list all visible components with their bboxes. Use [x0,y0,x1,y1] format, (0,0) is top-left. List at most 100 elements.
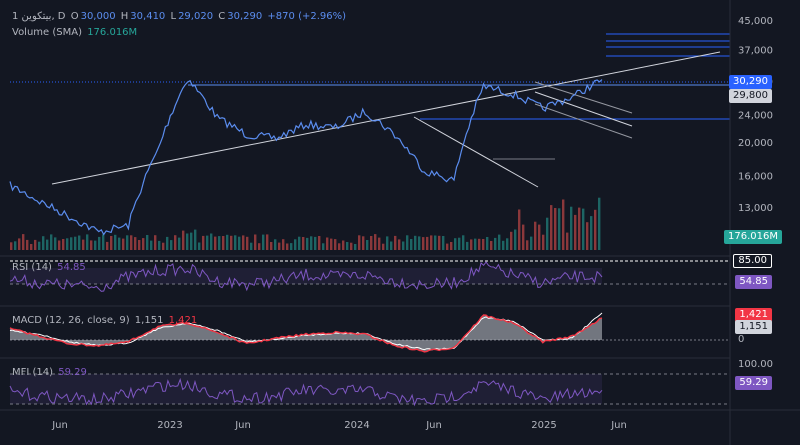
volume-bar [186,233,189,250]
volume-bar [438,235,441,250]
price-axis[interactable]: 45,00037,00030,00024,00020,00016,00013,0… [738,16,773,214]
channel-top [534,81,633,114]
volume-bar [526,240,529,250]
signal-value: 1,421 [168,315,198,326]
volume-legend[interactable]: Volume (SMA) 176.016M [12,27,139,38]
price-tick-5: 16,000 [738,172,773,183]
volume-bar [182,230,185,250]
volume-bar [414,235,417,250]
volume-bar [542,234,545,250]
macd-zero-label: 0 [738,334,745,345]
long-trendline [51,51,721,185]
volume-bar [98,236,101,250]
volume-bar [254,234,257,250]
volume-bar [590,216,593,250]
time-axis[interactable]: Jun 2023 Jun 2024 Jun 2025 Jun [51,420,627,431]
volume-bar [26,239,29,250]
volume-bar [494,237,497,250]
volume-bar [258,243,261,250]
volume-bar [598,197,601,250]
volume-bar [330,238,333,250]
volume-bar [586,222,589,250]
volume-bar [138,240,141,250]
volume-bar [362,236,365,250]
time-tick-5: 2025 [531,420,556,431]
volume-bar [582,208,585,250]
mfi-legend[interactable]: MFI (14) 59.29 [12,367,89,378]
volume-bar [394,235,397,250]
mfi-value-tag: 59.29 [735,376,772,390]
volume-value: 176.016M [87,27,138,38]
volume-bar [218,236,221,250]
volume-bar [110,236,113,250]
volume-bar [418,236,421,250]
volume-bar [214,236,217,250]
volume-bar [398,239,401,250]
price-tick-3: 24,000 [738,111,773,122]
volume-bar [378,237,381,250]
volume-bar [522,224,525,250]
volume-bar [38,241,41,250]
open-label: O [70,11,79,22]
volume-bar [386,236,389,250]
volume-bar [310,236,313,250]
volume-bar [318,236,321,250]
symbol-legend[interactable]: 1 بيتكوين, D O 30,000 H 30,410 L 29,020 C 30… [12,11,348,22]
volume-bar [334,239,337,250]
volume-bar [178,237,181,250]
volume-bar [566,232,569,250]
macd-legend[interactable]: MACD (12, 26, close, 9) 1,151 1,421 [12,315,199,326]
time-tick-0: Jun [51,420,68,431]
volume-bar [370,236,373,250]
macd-label: MACD (12, 26, close, 9) [12,315,130,326]
volume-bar [58,240,61,250]
volume-bar [90,240,93,250]
volume-bar [142,238,145,250]
volume-bar [530,236,533,250]
symbol-title[interactable]: 1 بيتكوين, D [12,11,66,22]
volume-bar [194,229,197,250]
volume-bar [94,240,97,250]
volume-bar [150,240,153,250]
volume-bar [50,234,53,250]
volume-bar [422,237,425,250]
volume-bar [506,238,509,250]
volume-bar [538,224,541,250]
rsi-line [9,261,603,292]
volume-bar [478,238,481,250]
volume-bar [14,241,17,250]
volume-bar [410,239,413,250]
macd-tag: 1,151 [735,320,772,334]
volume-bar [382,243,385,250]
price-tick-6: 13,000 [738,203,773,214]
volume-bar [470,239,473,250]
volume-bar [262,234,265,250]
volume-bar [10,242,13,250]
volume-bar [54,237,57,250]
volume-bar [374,234,377,250]
volume-bar [162,242,165,250]
time-tick-1: 2023 [157,420,182,431]
volume-bar [346,242,349,250]
volume-bar [534,221,537,250]
volume-bar [562,199,565,250]
volume-label: Volume (SMA) [12,27,82,38]
channel-bottom [534,103,633,139]
volume-bar [34,239,37,250]
volume-bar [350,242,353,250]
rsi-legend[interactable]: RSI (14) 54.85 [12,262,88,273]
volume-bar [154,235,157,250]
volume-bar [210,233,213,250]
volume-bar [502,240,505,250]
price-series-line [9,79,603,236]
volume-bar [250,242,253,250]
volume-bar [22,234,25,250]
rsi-band [10,268,602,284]
volume-bar [118,237,121,250]
volume-bar [466,241,469,250]
ref-price-tag: 29,800 [729,89,772,103]
volume-bar [322,243,325,250]
signal-tag: 1,421 [735,308,772,322]
volume-bar [290,243,293,250]
